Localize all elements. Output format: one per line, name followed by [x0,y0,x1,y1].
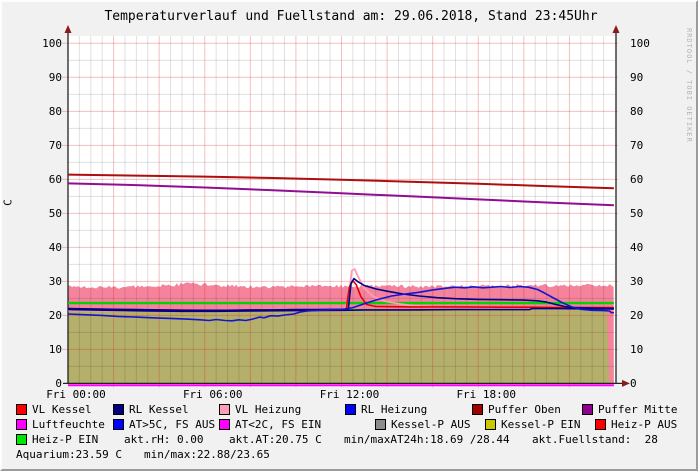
legend-swatch-icon [582,404,593,415]
legend-swatch-icon [219,404,230,415]
legend-label: min/maxAT24h:18.69 /28.44 [344,433,510,446]
series-puffer-mitte-line [67,182,614,207]
legend-swatch-icon [595,419,606,430]
legend-label: Puffer Mitte [598,403,678,416]
y-tick-label-left: 40 [48,241,62,255]
legend-swatch-icon [472,404,483,415]
y-tick-label-left: 60 [48,173,62,187]
y-tick-label-left: 80 [48,105,62,119]
y-tick-label-right: 40 [630,241,644,255]
legend-label: VL Kessel [32,403,92,416]
y-tick-label-right: 20 [630,309,644,323]
legend-text: akt.AT:20.75 C [229,434,322,445]
series-kessel-area [68,308,610,384]
y-tick-label-left: 90 [48,71,62,85]
y-tick-label-right: 100 [630,37,650,51]
legend-swatch-icon [375,419,386,430]
legend-label: Puffer Oben [488,403,561,416]
legend-label: RL Kessel [129,403,189,416]
legend-item: RL Heizung [345,404,427,415]
legend-item: VL Heizung [219,404,301,415]
rrdtool-watermark: RRDTOOL / TOBI OETIKER [685,28,693,143]
legend-text: min/max:22.88/23.65 [144,449,270,460]
legend-item: Heiz-P EIN [16,434,98,445]
arrow-up-right-icon [612,25,620,33]
series-rl-kessel-line [67,307,614,313]
legend-item: Heiz-P AUS [595,419,677,430]
legend-label: AT<2C, FS EIN [235,418,322,431]
x-tick-label: Fri 00:00 [46,388,106,402]
legend-item: Kessel-P EIN [485,419,580,430]
legend-item: Luftfeuchte [16,419,105,430]
legend-swatch-icon [345,404,356,415]
legend-text: akt.Fuellstand: 28 [532,434,658,445]
legend-item: RL Kessel [113,404,189,415]
legend-item: Kessel-P AUS [375,419,470,430]
legend-swatch-icon [485,419,496,430]
y-tick-label-left: 20 [48,309,62,323]
legend-item: AT<2C, FS EIN [219,419,321,430]
y-tick-label-right: 60 [630,173,644,187]
arrow-right-icon [622,379,630,387]
legend-text: min/maxAT24h:18.69 /28.44 [344,434,510,445]
y-tick-label-left: 10 [48,343,62,357]
legend-label: Luftfeuchte [32,418,105,431]
legend-swatch-icon [113,419,124,430]
legend-label: akt.AT:20.75 C [229,433,322,446]
legend-swatch-icon [16,419,27,430]
legend-item: VL Kessel [16,404,92,415]
legend-label: Heiz-P EIN [32,433,99,446]
legend-item: Puffer Oben [472,404,561,415]
x-tick-label: Fri 12:00 [319,388,380,402]
legend-label: Aquarium:23.59 C [16,448,122,461]
y-tick-label-left: 0 [55,377,62,391]
x-tick-label: Fri 18:00 [456,388,517,402]
legend-swatch-icon [219,419,230,430]
y-tick-label-right: 10 [630,343,644,357]
legend-label: akt.rH: 0.00 [124,433,204,446]
y-tick-label-right: 30 [630,275,644,289]
legend-label: AT>5C, FS AUS [129,418,216,431]
legend-label: VL Heizung [235,403,302,416]
y-tick-label-left: 100 [42,37,62,51]
y-tick-label-left: 50 [48,207,62,221]
legend-swatch-icon [16,434,27,445]
legend-item: AT>5C, FS AUS [113,419,215,430]
legend-label: akt.Fuellstand: 28 [532,433,658,446]
series-puffer-oben-line [67,173,614,190]
x-tick-label: Fri 06:00 [182,388,243,402]
legend-label: Kessel-P EIN [501,418,581,431]
legend-swatch-icon [113,404,124,415]
series-rl-heizung-line [67,277,614,312]
legend-swatch-icon [16,404,27,415]
arrow-up-left-icon [64,25,72,33]
y-tick-label-right: 90 [630,71,644,85]
graph-title: Temperaturverlauf und Fuellstand am: 29.… [104,9,598,24]
legend-text: Aquarium:23.59 C [16,449,122,460]
y-tick-label-right: 0 [630,377,637,391]
y-tick-label-right: 80 [630,105,644,119]
series-at-line [67,285,614,322]
legend-label: Kessel-P AUS [391,418,471,431]
y-tick-label-right: 70 [630,139,644,153]
y-tick-label-left: 30 [48,275,62,289]
legend-label: min/max:22.88/23.65 [144,448,270,461]
legend-item: Puffer Mitte [582,404,677,415]
legend-text: akt.rH: 0.00 [124,434,203,445]
legend-label: RL Heizung [361,403,428,416]
y-tick-label-left: 70 [48,139,62,153]
y-tick-label-right: 50 [630,207,644,221]
legend-label: Heiz-P AUS [611,418,678,431]
